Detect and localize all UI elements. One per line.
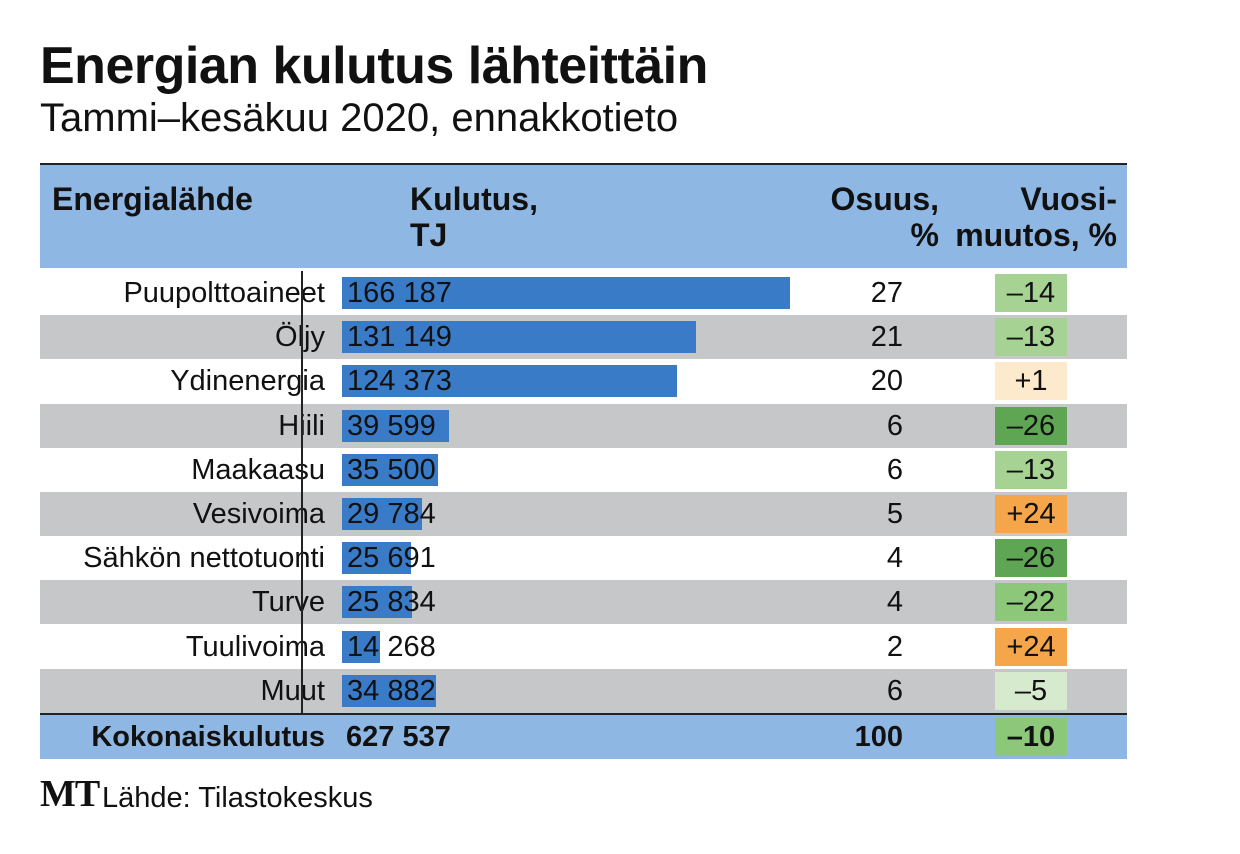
table-row: Muut 34 882 6 –5 <box>40 668 1127 713</box>
row-share-value: 6 <box>886 674 903 707</box>
header-change-line1: Vuosi- <box>1020 181 1117 217</box>
source-note: Lähde: Tilastokeskus <box>102 782 373 814</box>
header-consumption-line2: TJ <box>410 217 448 253</box>
row-change-badge: –26 <box>995 406 1067 445</box>
consumption-bar <box>342 630 380 663</box>
table-row: Öljy 131 149 21 –13 <box>40 315 1127 360</box>
consumption-bar <box>342 453 438 486</box>
row-share-value: 6 <box>886 409 903 442</box>
total-row: Kokonaiskulutus 627 537 100 –10 <box>40 713 1127 759</box>
header-share: Osuus, % <box>831 181 939 253</box>
row-source-label: Maakaasu <box>191 453 325 486</box>
row-share-value: 4 <box>886 542 903 575</box>
consumption-bar <box>342 542 411 575</box>
chart-subtitle: Tammi–kesäkuu 2020, ennakkotieto <box>40 96 679 140</box>
row-consumption-value: 39 599 <box>347 409 436 442</box>
row-share-value: 20 <box>870 365 903 398</box>
row-consumption-value: 25 834 <box>347 586 436 619</box>
table-row: Puupolttoaineet 166 187 27 –14 <box>40 271 1127 315</box>
table-row: Maakaasu 35 500 6 –13 <box>40 448 1127 492</box>
row-source-label: Turve <box>251 586 325 619</box>
total-consumption: 627 537 <box>346 721 451 753</box>
header-source: Energialähde <box>52 181 253 217</box>
row-change-badge: +24 <box>995 627 1067 666</box>
table-row: Turve 25 834 4 –22 <box>40 580 1127 625</box>
row-change-badge: –13 <box>995 318 1067 357</box>
header-consumption-line1: Kulutus, <box>410 181 538 217</box>
row-source-label: Tuulivoima <box>185 630 325 663</box>
header-share-line1: Osuus, <box>830 181 939 217</box>
row-consumption-value: 29 784 <box>347 498 436 530</box>
table-row: Vesivoima 29 784 5 +24 <box>40 492 1127 536</box>
row-change-badge: –13 <box>995 450 1067 489</box>
row-change-badge: +24 <box>995 495 1067 533</box>
row-share-value: 5 <box>886 498 903 530</box>
row-source-label: Muut <box>260 674 325 707</box>
row-source-label: Öljy <box>275 315 325 359</box>
header-consumption: Kulutus, TJ <box>410 181 538 253</box>
row-consumption-value: 25 691 <box>347 542 436 575</box>
row-change-badge: –14 <box>995 274 1067 312</box>
consumption-bar <box>342 321 696 354</box>
table-row: Tuulivoima 14 268 2 +24 <box>40 625 1127 669</box>
bar-axis-line <box>301 271 303 714</box>
total-label: Kokonaiskulutus <box>91 721 325 753</box>
consumption-bar <box>342 409 449 442</box>
row-consumption-value: 166 187 <box>347 277 452 309</box>
row-source-label: Sähkön nettotuonti <box>83 542 325 575</box>
chart-title: Energian kulutus lähteittäin <box>40 37 708 95</box>
table-header: Energialähde Kulutus, TJ Osuus, % Vuosi-… <box>40 163 1127 268</box>
row-share-value: 2 <box>886 630 903 663</box>
row-change-badge: –26 <box>995 539 1067 578</box>
row-change-badge: +1 <box>995 362 1067 401</box>
row-consumption-value: 131 149 <box>347 321 452 354</box>
consumption-bar <box>342 365 677 398</box>
row-consumption-value: 35 500 <box>347 453 436 486</box>
mt-logo: MT <box>40 773 100 815</box>
header-share-line2: % <box>910 217 939 253</box>
row-change-badge: –22 <box>995 583 1067 622</box>
table-row: Sähkön nettotuonti 25 691 4 –26 <box>40 536 1127 580</box>
header-change-line2: muutos, % <box>955 217 1117 253</box>
row-change-badge: –5 <box>995 671 1067 710</box>
row-share-value: 27 <box>870 277 903 309</box>
consumption-bar <box>342 586 412 619</box>
table-row: Hiili 39 599 6 –26 <box>40 403 1127 448</box>
consumption-bar <box>342 498 422 530</box>
row-consumption-value: 34 882 <box>347 674 436 707</box>
row-source-label: Ydinenergia <box>170 365 325 398</box>
row-share-value: 6 <box>886 453 903 486</box>
consumption-bar <box>342 277 790 309</box>
consumption-bar <box>342 674 436 707</box>
table-row: Ydinenergia 124 373 20 +1 <box>40 359 1127 403</box>
header-change: Vuosi- muutos, % <box>955 181 1117 253</box>
total-change: –10 <box>995 718 1067 756</box>
row-consumption-value: 14 268 <box>347 630 436 663</box>
row-consumption-value: 124 373 <box>347 365 452 398</box>
row-source-label: Vesivoima <box>192 498 325 530</box>
total-share: 100 <box>854 721 903 753</box>
row-share-value: 21 <box>870 321 903 354</box>
row-share-value: 4 <box>886 586 903 619</box>
row-source-label: Puupolttoaineet <box>123 277 325 309</box>
